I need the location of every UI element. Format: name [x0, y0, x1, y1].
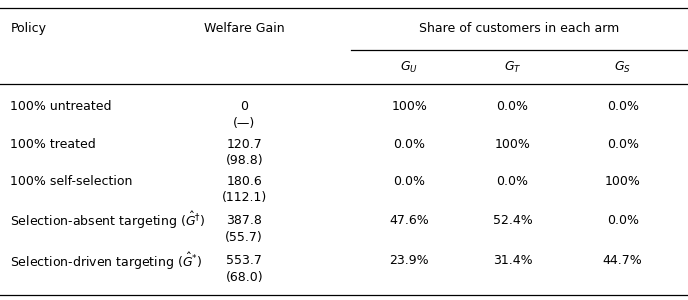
Text: (68.0): (68.0) [226, 271, 263, 284]
Text: 387.8: 387.8 [226, 214, 262, 227]
Text: 553.7: 553.7 [226, 254, 262, 268]
Text: 100% treated: 100% treated [10, 137, 96, 151]
Text: 52.4%: 52.4% [493, 214, 533, 227]
Text: 100% self-selection: 100% self-selection [10, 175, 133, 188]
Text: 0.0%: 0.0% [607, 214, 638, 227]
Text: Policy: Policy [10, 22, 46, 35]
Text: 0.0%: 0.0% [607, 100, 638, 113]
Text: 44.7%: 44.7% [603, 254, 643, 268]
Text: (55.7): (55.7) [226, 230, 263, 244]
Text: 0.0%: 0.0% [497, 100, 528, 113]
Text: 0.0%: 0.0% [607, 137, 638, 151]
Text: 0.0%: 0.0% [497, 175, 528, 188]
Text: 100%: 100% [391, 100, 427, 113]
Text: Selection-driven targeting ($\hat{G}^{*}$): Selection-driven targeting ($\hat{G}^{*}… [10, 250, 203, 272]
Text: 23.9%: 23.9% [389, 254, 429, 268]
Text: $G_U$: $G_U$ [400, 60, 418, 75]
Text: 100%: 100% [605, 175, 641, 188]
Text: $G_S$: $G_S$ [614, 60, 631, 75]
Text: (—): (—) [233, 116, 255, 130]
Text: 0.0%: 0.0% [394, 137, 425, 151]
Text: 31.4%: 31.4% [493, 254, 533, 268]
Text: $G_T$: $G_T$ [504, 60, 522, 75]
Text: Selection-absent targeting ($\hat{G}^{\dagger}$): Selection-absent targeting ($\hat{G}^{\d… [10, 210, 206, 231]
Text: 100%: 100% [495, 137, 530, 151]
Text: 0.0%: 0.0% [394, 175, 425, 188]
Text: Welfare Gain: Welfare Gain [204, 22, 285, 35]
Text: 180.6: 180.6 [226, 175, 262, 188]
Text: (98.8): (98.8) [226, 154, 263, 167]
Text: (112.1): (112.1) [222, 191, 267, 205]
Text: 47.6%: 47.6% [389, 214, 429, 227]
Text: 120.7: 120.7 [226, 137, 262, 151]
Text: 100% untreated: 100% untreated [10, 100, 112, 113]
Text: Share of customers in each arm: Share of customers in each arm [419, 22, 620, 35]
Text: 0: 0 [240, 100, 248, 113]
